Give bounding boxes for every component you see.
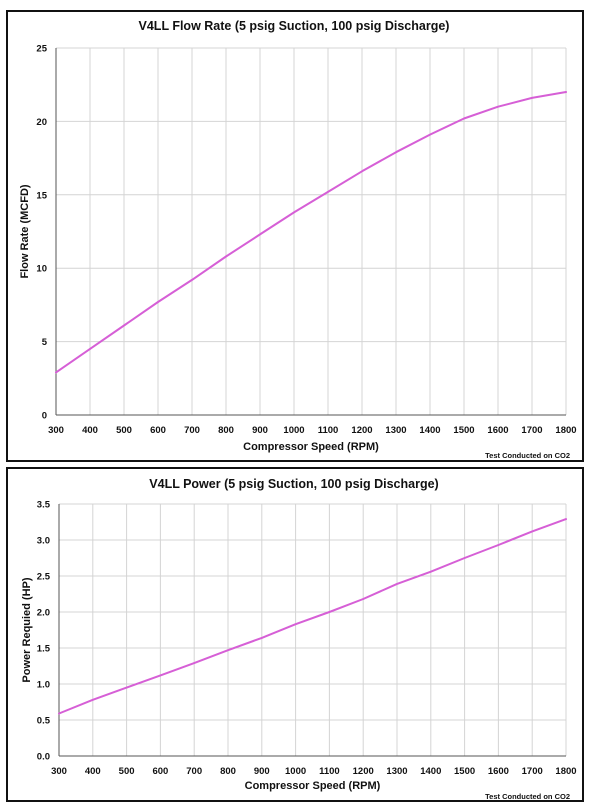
data-point — [497, 105, 499, 108]
y-tick-label: 3.5 — [37, 500, 51, 511]
x-tick-label: 1600 — [487, 425, 508, 436]
data-point — [463, 117, 465, 120]
y-tick-label: 1.5 — [37, 644, 51, 655]
data-point — [225, 255, 227, 258]
flow-rate-chart-panel: 300 400 500 600 700 800 900 1000 1100 1200 1300 140… — [6, 10, 584, 462]
x-tick-label: 1500 — [453, 425, 474, 436]
x-tick-label: 1800 — [555, 766, 576, 777]
data-point — [191, 279, 193, 281]
x-tick-label: 1200 — [353, 766, 374, 777]
data-point — [89, 348, 91, 350]
y-tick-label: 2.0 — [37, 608, 50, 619]
data-point — [429, 133, 431, 136]
x-tick-label: 1400 — [419, 425, 440, 436]
data-point — [159, 674, 162, 677]
data-point — [395, 151, 397, 154]
y-tick-label: 0 — [42, 411, 47, 422]
data-point — [531, 97, 533, 99]
power-chart-panel: 300 400 500 600 700 800 900 1000 1100 1200 1300 140… — [6, 467, 584, 802]
data-point — [55, 371, 57, 374]
x-tick-label: 500 — [119, 766, 135, 777]
x-tick-label: 500 — [116, 425, 132, 436]
x-tick-label: 1700 — [521, 425, 542, 436]
data-point — [497, 544, 500, 546]
data-point — [565, 518, 567, 521]
data-point — [429, 570, 432, 573]
x-tick-label: 1100 — [318, 425, 339, 436]
y-tick-label: 3.0 — [37, 536, 50, 547]
x-tick-label: 800 — [220, 766, 236, 777]
data-point — [361, 170, 363, 173]
series-line — [58, 518, 567, 715]
y-tick-label: 5 — [42, 337, 48, 348]
x-tick-label: 400 — [82, 425, 98, 436]
y-tick-label: 20 — [36, 117, 47, 128]
x-tick-label: 300 — [51, 766, 67, 777]
test-note: Test Conducted on CO2 — [485, 792, 570, 800]
data-point — [362, 598, 365, 600]
test-note: Test Conducted on CO2 — [485, 451, 570, 460]
x-tick-label: 1500 — [454, 766, 475, 777]
power-chart: 300 400 500 600 700 800 900 1000 1100 1200 1300 140… — [21, 477, 577, 800]
data-point — [565, 91, 567, 93]
data-point — [328, 611, 331, 613]
x-axis-label: Compressor Speed (RPM) — [245, 780, 381, 792]
flow-rate-chart: 300 400 500 600 700 800 900 1000 1100 1200 1300 140… — [19, 19, 577, 460]
data-point — [193, 662, 196, 665]
data-point — [123, 324, 125, 327]
x-tick-label: 300 — [48, 425, 64, 436]
y-tick-label: 25 — [36, 44, 47, 55]
y-tick-label: 1.0 — [37, 680, 50, 691]
x-tick-label: 900 — [252, 425, 268, 436]
x-tick-label: 1000 — [283, 425, 304, 436]
x-tick-label: 1300 — [386, 766, 407, 777]
x-tick-label: 1600 — [488, 766, 509, 777]
x-tick-label: 1100 — [319, 766, 340, 777]
y-tick-label: 0.5 — [37, 716, 51, 727]
data-point — [227, 649, 229, 652]
data-point — [327, 190, 329, 193]
data-point — [157, 301, 159, 303]
x-tick-label: 1200 — [351, 425, 372, 436]
y-axis-label: Flow Rate (MCFD) — [19, 184, 31, 278]
x-tick-label: 600 — [152, 766, 168, 777]
data-point — [531, 530, 534, 533]
x-tick-label: 1800 — [555, 425, 576, 436]
x-tick-label: 700 — [186, 766, 202, 777]
x-tick-label: 1300 — [385, 425, 406, 436]
data-point — [58, 712, 60, 715]
data-point — [91, 698, 94, 701]
chart-title: V4LL Flow Rate (5 psig Suction, 100 psig… — [139, 19, 450, 33]
y-axis-label: Power Requied (HP) — [21, 577, 33, 682]
data-point — [125, 686, 128, 689]
data-point — [259, 233, 261, 236]
x-tick-label: 900 — [254, 766, 270, 777]
x-tick-label: 1000 — [285, 766, 306, 777]
x-axis-label: Compressor Speed (RPM) — [243, 441, 379, 453]
x-tick-label: 800 — [218, 425, 234, 436]
chart-title: V4LL Power (5 psig Suction, 100 psig Dis… — [149, 477, 438, 491]
data-point — [396, 583, 398, 585]
x-tick-label: 700 — [184, 425, 200, 436]
y-tick-label: 15 — [36, 190, 47, 201]
data-point — [293, 211, 295, 214]
x-tick-label: 400 — [85, 766, 101, 777]
y-tick-label: 0.0 — [37, 752, 50, 763]
series-line — [55, 91, 567, 374]
x-tick-label: 1700 — [522, 766, 543, 777]
data-point — [294, 623, 297, 626]
x-tick-label: 600 — [150, 425, 166, 436]
data-point — [260, 637, 263, 639]
y-tick-label: 10 — [36, 264, 47, 275]
data-point — [463, 557, 466, 559]
x-tick-label: 1400 — [420, 766, 441, 777]
y-tick-label: 2.5 — [37, 572, 51, 583]
